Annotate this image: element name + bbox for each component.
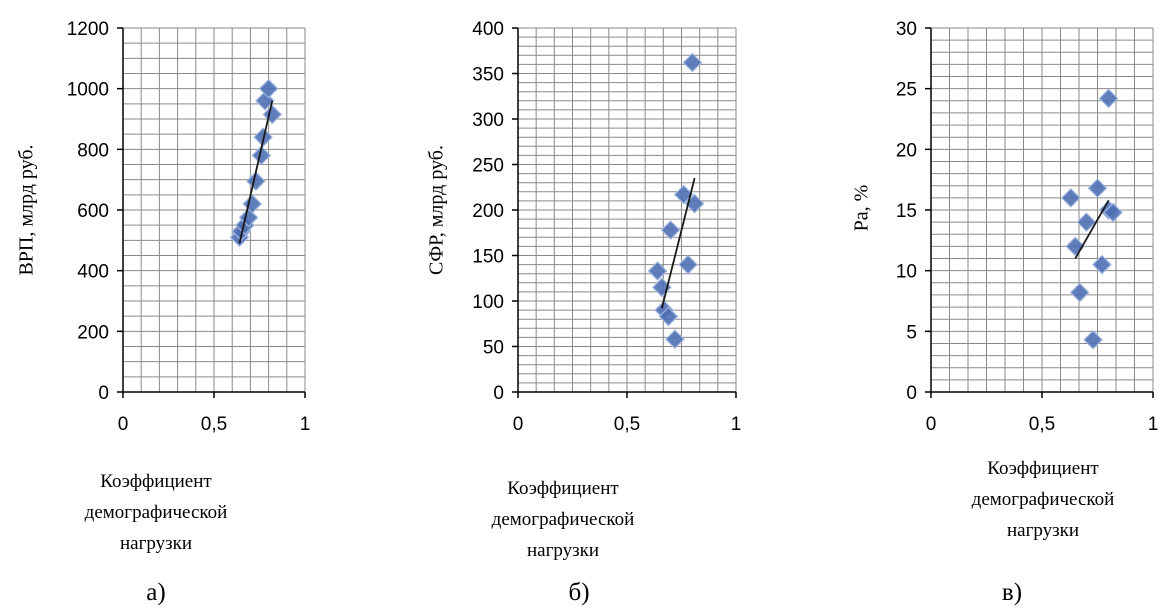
data-point — [660, 220, 681, 240]
data-point — [1083, 329, 1103, 350]
x-tick-label: 0,5 — [614, 414, 640, 435]
x-axis-label-line: Коэффициент — [987, 458, 1099, 479]
y-tick-label: 800 — [77, 140, 109, 161]
y-tick-label: 200 — [77, 322, 109, 343]
panel-label: в) — [1002, 579, 1022, 606]
x-axis-label-line: демографической — [972, 489, 1115, 510]
data-point — [1061, 188, 1081, 208]
x-tick-label: 0 — [926, 414, 937, 435]
data-point — [658, 306, 679, 327]
data-point — [1069, 282, 1090, 303]
panel-label: а) — [146, 579, 165, 606]
scatter-series — [647, 52, 705, 350]
trendline — [1074, 199, 1110, 259]
y-tick-label: 400 — [77, 262, 109, 283]
grid — [517, 27, 737, 393]
data-point — [1087, 178, 1108, 199]
scatter-series — [229, 78, 283, 248]
data-point — [246, 171, 266, 192]
x-axis-label-line: демографической — [85, 502, 228, 523]
y-tick-label: 300 — [472, 110, 504, 131]
data-point — [251, 145, 272, 166]
x-tick-label: 0 — [513, 414, 524, 435]
trendline — [238, 100, 274, 244]
trendline — [661, 177, 696, 309]
y-tick-label: 0 — [906, 383, 917, 404]
grid — [122, 27, 306, 393]
grid — [930, 27, 1154, 393]
data-point — [1092, 254, 1112, 275]
x-tick-label: 1 — [1148, 414, 1159, 435]
y-tick-label: 50 — [483, 338, 504, 359]
x-tick-label: 0,5 — [201, 414, 227, 435]
y-tick-label: 600 — [77, 201, 109, 222]
chart-2: 0 50 100 150 200 250 300 350 400 0 0,5 1 СФР, млрд р… — [426, 19, 742, 606]
y-tick-label: 20 — [896, 140, 917, 161]
x-axis-label-line: нагрузки — [1007, 520, 1079, 541]
y-tick-label: 350 — [472, 65, 504, 86]
x-tick-label: 1 — [731, 414, 742, 435]
y-tick-label: 200 — [472, 201, 504, 222]
chart-3: 0 5 10 15 20 25 30 0 0,5 1 Ра, % Коэффициент демогра… — [851, 19, 1159, 606]
data-point — [682, 52, 703, 73]
y-tick-label: 100 — [472, 292, 504, 313]
y-tick-label: 5 — [906, 322, 917, 343]
chart-1: 0 200 400 600 800 1000 1200 0 0,5 1 ВРП, млрд руб.… — [16, 19, 311, 606]
y-tick-label: 150 — [472, 247, 504, 268]
x-tick-label: 1 — [300, 414, 311, 435]
data-point — [1098, 88, 1119, 109]
y-tick-label: 1200 — [67, 19, 109, 40]
data-point — [1103, 202, 1123, 223]
data-point — [678, 254, 698, 275]
x-axis-label-line: Коэффициент — [100, 471, 212, 492]
y-tick-label: 25 — [896, 80, 917, 101]
y-tick-label: 30 — [896, 19, 917, 40]
x-axis-label-line: Коэффициент — [507, 478, 619, 499]
y-axis-label: СФР, млрд руб. — [426, 145, 448, 275]
y-tick-label: 0 — [98, 383, 109, 404]
y-tick-label: 15 — [896, 201, 917, 222]
y-tick-label: 0 — [493, 383, 504, 404]
y-tick-label: 250 — [472, 156, 504, 177]
data-point — [258, 78, 279, 99]
data-point — [1076, 212, 1097, 232]
x-axis-label-line: нагрузки — [120, 533, 192, 554]
panel-label: б) — [568, 579, 589, 606]
y-axis-label: Ра, % — [851, 185, 873, 232]
y-tick-label: 1000 — [67, 80, 109, 101]
x-tick-label: 0,5 — [1029, 414, 1055, 435]
scatter-series — [1061, 88, 1123, 350]
x-axis-label-line: демографической — [492, 509, 635, 530]
y-axis-label: ВРП, млрд руб. — [16, 144, 38, 275]
x-axis-label-line: нагрузки — [527, 540, 599, 561]
x-tick-label: 0 — [118, 414, 129, 435]
data-point — [647, 261, 668, 281]
data-point — [673, 184, 694, 205]
y-tick-label: 10 — [896, 262, 917, 283]
y-tick-label: 400 — [472, 19, 504, 40]
data-point — [665, 329, 685, 350]
